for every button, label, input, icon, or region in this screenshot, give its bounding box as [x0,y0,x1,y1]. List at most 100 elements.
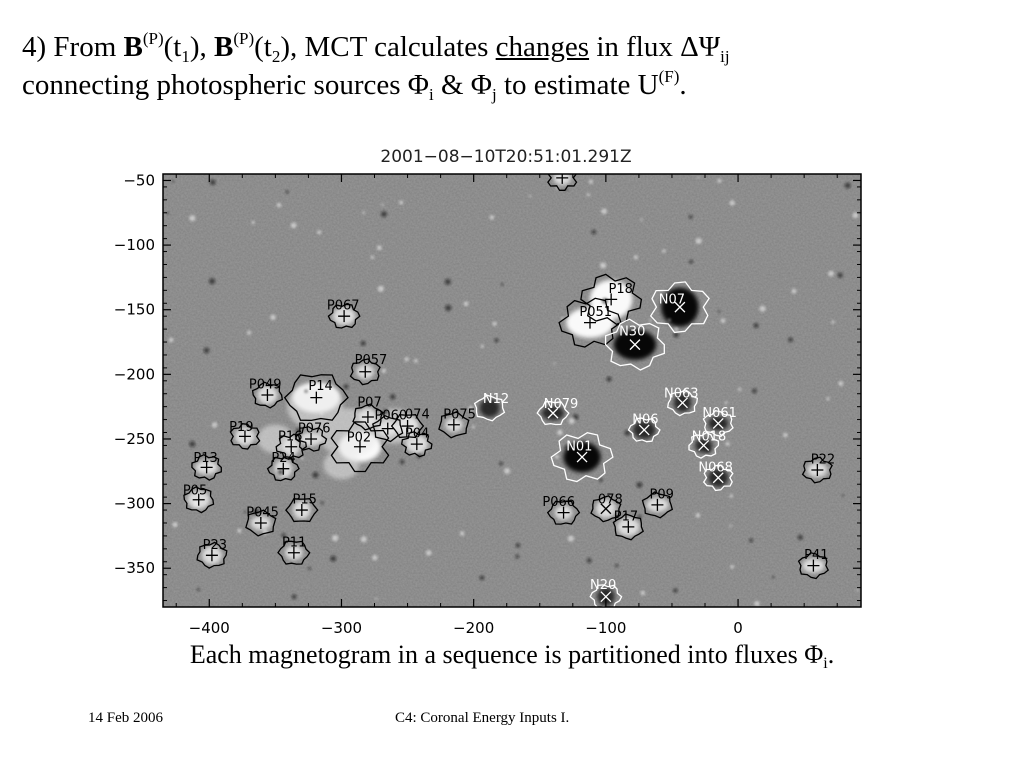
source-label: P17 [614,509,638,524]
flux-contour [283,374,349,422]
speckle [599,478,603,482]
flux-contour [277,540,311,565]
speckle [553,362,556,365]
source-label: P09 [649,487,673,502]
footer-date: 14 Feb 2006 [88,710,163,726]
flux-contour [666,389,699,417]
speckle [399,200,404,205]
speckle [370,255,375,259]
title-text: (t [163,31,182,63]
plot-timestamp: 2001−08−10T20:51:01.291Z [380,147,631,167]
x-tick-label: −200 [453,619,494,637]
speckle [196,588,200,591]
source-label: P19 [229,420,253,435]
speckle [754,600,760,607]
plot-frame [162,173,862,608]
speckle [203,347,210,354]
title-text: . [679,69,687,101]
title-text: (t [254,31,272,63]
flux-contour [536,401,570,426]
source-label: P060 [375,409,408,424]
flux-contour [649,281,710,334]
speckle [389,394,396,400]
source-label: P41 [804,548,828,563]
source-marker-plus [200,461,213,474]
speckle [281,533,286,538]
speckle [291,594,297,600]
flux-contour [196,541,228,569]
speckle [528,194,532,198]
speckle [404,357,409,362]
speckle [688,214,693,219]
speckle [304,389,308,393]
speckle [662,249,666,253]
source-marker-plus [287,546,300,559]
flux-contours [183,174,833,607]
flux-contour [550,432,614,483]
speckle [640,218,643,222]
speckle [826,397,830,401]
speckle [695,513,701,518]
source-marker-plus [205,549,218,562]
y-tick-label: −350 [114,559,155,577]
source-label: N07 [659,292,685,307]
speckle [568,418,575,424]
title-text: ), [189,31,215,63]
flux-contour [191,453,222,481]
speckle [372,555,378,561]
source-marker-plus [447,418,460,431]
speckle [729,524,732,528]
source-marker-plus [254,516,267,529]
title-sub2: 2 [271,47,281,66]
slide-title: 4) From B(P)(t1), B(P)(t2), MCT calculat… [22,28,1012,104]
source-marker-plus [238,430,251,443]
speckle [301,457,304,460]
speckle [586,558,592,564]
title-sub3: ij [720,47,730,66]
caption-sub: i [823,655,828,672]
flux-contour [546,500,581,525]
title-sub5: j [491,85,497,104]
source-label: P067 [327,299,360,314]
speckle [730,564,735,569]
speckle [837,272,843,278]
speckle [791,288,797,294]
flux-contour [547,174,578,191]
source-marker-plus [338,310,351,323]
flux-contour [400,430,433,458]
flux-contour [330,421,390,473]
speckle [290,222,297,229]
source-marker-x [698,439,710,451]
speckle [614,563,619,568]
flux-contour [797,552,830,580]
speckle [168,337,174,343]
magnetogram-plot: 2001−08−10T20:51:01.291Z P073 P18 P051 N07 N… [114,147,862,637]
flux-contour [438,411,470,439]
speckle [738,387,742,392]
source-label: P075 [443,407,476,422]
speckle [500,283,504,286]
source-marker-x [600,503,612,515]
speckle [308,566,312,570]
y-tick-label: −250 [114,430,155,448]
speckle [564,445,569,450]
flux-contour [285,498,319,523]
speckle [360,340,366,346]
plage-region [257,384,417,480]
source-label: N068 [698,460,733,475]
source-label: P051 [579,305,612,320]
speckle [640,590,646,596]
source-marker-plus [557,506,570,519]
source-label: P18 [609,282,633,297]
speckle [380,211,387,218]
source-label: N018 [692,429,727,444]
title-sup2: (P) [233,29,255,48]
speckle [831,320,835,324]
title-underlined-word: changes [495,31,590,63]
y-tick-label: −200 [114,365,155,383]
speckle [599,262,607,269]
speckle [674,327,679,332]
speckle [377,285,384,292]
speckle [717,310,721,313]
y-tick-label: −300 [114,495,155,513]
